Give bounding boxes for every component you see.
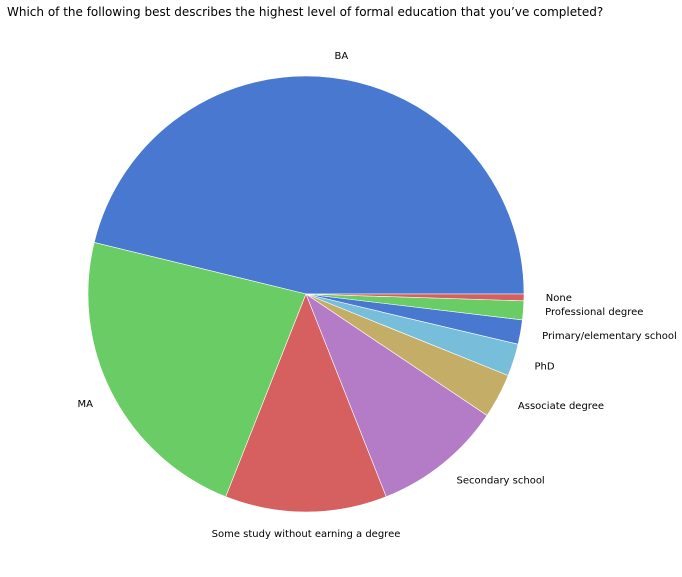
pie-label-some-study-without-earning-a-degree: Some study without earning a degree (212, 529, 401, 540)
pie-label-associate-degree: Associate degree (518, 401, 604, 412)
pie-label-none: None (546, 293, 572, 304)
pie-slice-ma (87, 242, 307, 498)
pie-slices (87, 75, 525, 513)
pie-labels: BA MA Some study without earning a degree S… (78, 51, 677, 540)
pie-label-professional-degree: Professional degree (545, 307, 643, 318)
pie-label-secondary-school: Secondary school (457, 476, 545, 487)
chart-title: Which of the following best describes th… (7, 5, 604, 19)
pie-slice-secondary-school (305, 293, 488, 498)
pie-label-ba: BA (335, 51, 349, 62)
pie-slice-some-study-without-earning-a-degree (225, 293, 387, 513)
pie-slice-none (305, 293, 525, 302)
pie-label-ma: MA (78, 399, 94, 410)
pie-label-primary-elementary-school: Primary/elementary school (542, 331, 677, 342)
pie-slice-ba (93, 75, 525, 295)
pie-label-phd: PhD (535, 362, 555, 373)
